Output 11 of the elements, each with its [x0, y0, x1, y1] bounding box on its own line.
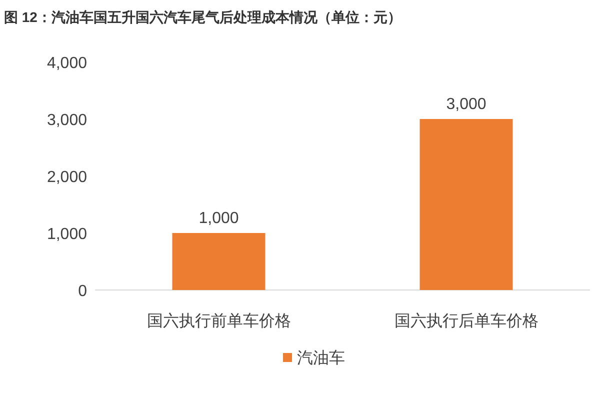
y-tick-label: 4,000: [46, 55, 88, 72]
y-tick-label: 0: [78, 283, 88, 300]
data-label: 3,000: [446, 96, 486, 113]
y-tick-label: 1,000: [46, 226, 88, 243]
x-tick-label: 国六执行后单车价格: [394, 312, 538, 330]
x-tick-label: 国六执行前单车价格: [146, 312, 291, 330]
y-tick-label: 3,000: [46, 112, 88, 129]
data-label: 1,000: [198, 210, 239, 227]
chart-title: 图 12：汽油车国五升国六汽车尾气后处理成本情况（单位：元）: [4, 9, 402, 25]
y-tick-label: 2,000: [46, 169, 88, 186]
legend-label: 汽油车: [297, 349, 345, 367]
